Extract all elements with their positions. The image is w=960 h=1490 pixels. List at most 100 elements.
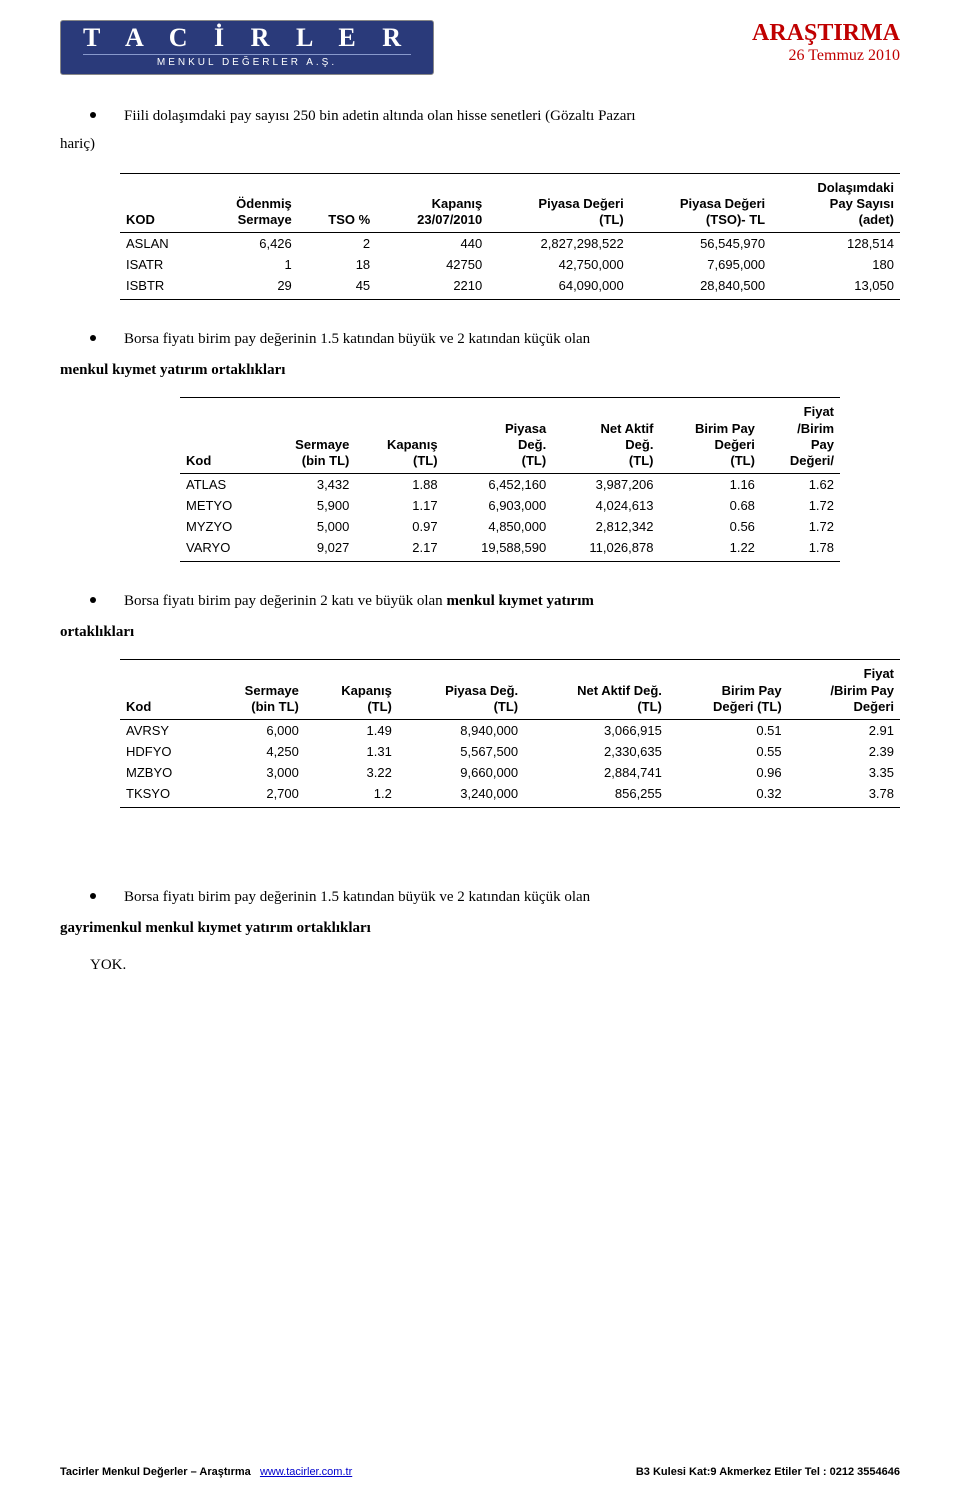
table-cell: 3,987,206 [552, 474, 659, 496]
table-cell: MZBYO [120, 762, 207, 783]
th3-sermaye: Sermaye(bin TL) [207, 660, 305, 720]
table-cell: 1.22 [659, 537, 760, 562]
table-cell: 3.22 [305, 762, 398, 783]
table-cell: ISBTR [120, 275, 199, 300]
table-cell: 1.2 [305, 783, 398, 808]
table-cell: 11,026,878 [552, 537, 659, 562]
table-row: ISBTR2945221064,090,00028,840,50013,050 [120, 275, 900, 300]
table-row: ASLAN6,42624402,827,298,52256,545,970128… [120, 233, 900, 255]
table-cell: 5,567,500 [398, 741, 524, 762]
table-cell: 1.16 [659, 474, 760, 496]
table-row: MYZYO5,0000.974,850,0002,812,3420.561.72 [180, 516, 840, 537]
table-cell: 0.68 [659, 495, 760, 516]
table-cell: 3,000 [207, 762, 305, 783]
bullet-text-2-bold: menkul kıymet yatırım ortaklıkları [60, 359, 900, 382]
th2-birimpay: Birim PayDeğeri(TL) [659, 398, 760, 474]
table-cell: 42,750,000 [488, 254, 629, 275]
table-cell: 0.96 [668, 762, 788, 783]
table-cell: 0.32 [668, 783, 788, 808]
header-right: ARAŞTIRMA 26 Temmuz 2010 [752, 20, 900, 65]
table-cell: 8,940,000 [398, 720, 524, 742]
table-cell: 13,050 [771, 275, 900, 300]
table-cell: 1.17 [355, 495, 443, 516]
table-cell: 3.78 [788, 783, 900, 808]
th3-kod: Kod [120, 660, 207, 720]
table-row: AVRSY6,0001.498,940,0003,066,9150.512.91 [120, 720, 900, 742]
th3-fiyat: Fiyat/Birim PayDeğeri [788, 660, 900, 720]
table-cell: 1 [199, 254, 297, 275]
table-cell: 6,452,160 [444, 474, 553, 496]
table-cell: 1.49 [305, 720, 398, 742]
th-kod: KOD [120, 173, 199, 233]
table-cell: 42750 [376, 254, 488, 275]
table-cell: 29 [199, 275, 297, 300]
bullet-item-1: Fiili dolaşımdaki pay sayısı 250 bin ade… [60, 105, 900, 128]
page-footer: Tacirler Menkul Değerler – Araştırma www… [60, 1465, 900, 1478]
table-cell: 64,090,000 [488, 275, 629, 300]
bullet-text-2: Borsa fiyatı birim pay değerinin 1.5 kat… [124, 328, 590, 351]
bullet-icon [90, 112, 96, 118]
th3-piyasa: Piyasa Değ.(TL) [398, 660, 524, 720]
table-cell: 856,255 [524, 783, 668, 808]
table-cell: 2.39 [788, 741, 900, 762]
bullet-text-1: Fiili dolaşımdaki pay sayısı 250 bin ade… [124, 105, 636, 128]
table-cell: 1.31 [305, 741, 398, 762]
table-cell: 5,000 [262, 516, 355, 537]
table-cell: ISATR [120, 254, 199, 275]
bullet-icon [90, 597, 96, 603]
table-cell: 1.78 [761, 537, 840, 562]
th-odenmis: ÖdenmişSermaye [199, 173, 297, 233]
table-cell: 6,903,000 [444, 495, 553, 516]
table-cell: 440 [376, 233, 488, 255]
logo-sub-text: MENKUL DEĞERLER A.Ş. [83, 54, 411, 68]
bullet-icon [90, 893, 96, 899]
footer-right: B3 Kulesi Kat:9 Akmerkez Etiler Tel : 02… [636, 1466, 900, 1478]
bullet-text-3-bold2: ortaklıkları [60, 621, 900, 644]
th2-kod: Kod [180, 398, 262, 474]
table-cell: 18 [298, 254, 376, 275]
table-cell: 0.51 [668, 720, 788, 742]
table-cell: 6,000 [207, 720, 305, 742]
report-date: 26 Temmuz 2010 [752, 47, 900, 65]
haric-text: hariç) [60, 136, 900, 153]
bullet-text-3: Borsa fiyatı birim pay değerinin 2 katı … [124, 590, 594, 613]
th3-kapanis: Kapanış(TL) [305, 660, 398, 720]
table-cell: 1.72 [761, 495, 840, 516]
bullet-item-4: Borsa fiyatı birim pay değerinin 1.5 kat… [60, 886, 900, 909]
table-cell: 2,700 [207, 783, 305, 808]
th2-fiyat: Fiyat/BirimPayDeğeri/ [761, 398, 840, 474]
table-cell: 45 [298, 275, 376, 300]
table-cell: 0.56 [659, 516, 760, 537]
bullet-text-4: Borsa fiyatı birim pay değerinin 1.5 kat… [124, 886, 590, 909]
th-piyasa-tso: Piyasa Değeri(TSO)- TL [630, 173, 771, 233]
table-cell: 180 [771, 254, 900, 275]
bullet-item-3: Borsa fiyatı birim pay değerinin 2 katı … [60, 590, 900, 613]
table-cell: 2.17 [355, 537, 443, 562]
table-cell: 4,024,613 [552, 495, 659, 516]
th-dolasimdaki: DolaşımdakiPay Sayısı(adet) [771, 173, 900, 233]
logo-main-text: T A C İ R L E R [83, 25, 411, 51]
company-logo: T A C İ R L E R MENKUL DEĞERLER A.Ş. [60, 20, 434, 75]
th-tso: TSO % [298, 173, 376, 233]
th3-birimpay: Birim PayDeğeri (TL) [668, 660, 788, 720]
table-cell: 2,884,741 [524, 762, 668, 783]
table-cell: 4,850,000 [444, 516, 553, 537]
table-cell: 2.91 [788, 720, 900, 742]
table-cell: 9,660,000 [398, 762, 524, 783]
table-cell: 2 [298, 233, 376, 255]
table-row: VARYO9,0272.1719,588,59011,026,8781.221.… [180, 537, 840, 562]
th-kapanis: Kapanış23/07/2010 [376, 173, 488, 233]
table-cell: 28,840,500 [630, 275, 771, 300]
table-cell: 2,827,298,522 [488, 233, 629, 255]
table-cell: 128,514 [771, 233, 900, 255]
table-menkul-kiymet-1: Kod Sermaye(bin TL) Kapanış(TL) PiyasaDe… [180, 397, 840, 562]
footer-left: Tacirler Menkul Değerler – Araştırma www… [60, 1466, 352, 1478]
th3-netaktif: Net Aktif Değ.(TL) [524, 660, 668, 720]
table-cell: HDFYO [120, 741, 207, 762]
footer-link[interactable]: www.tacirler.com.tr [260, 1466, 352, 1478]
table-cell: AVRSY [120, 720, 207, 742]
table-cell: 1.72 [761, 516, 840, 537]
th2-kapanis: Kapanış(TL) [355, 398, 443, 474]
table-row: HDFYO4,2501.315,567,5002,330,6350.552.39 [120, 741, 900, 762]
table-cell: METYO [180, 495, 262, 516]
